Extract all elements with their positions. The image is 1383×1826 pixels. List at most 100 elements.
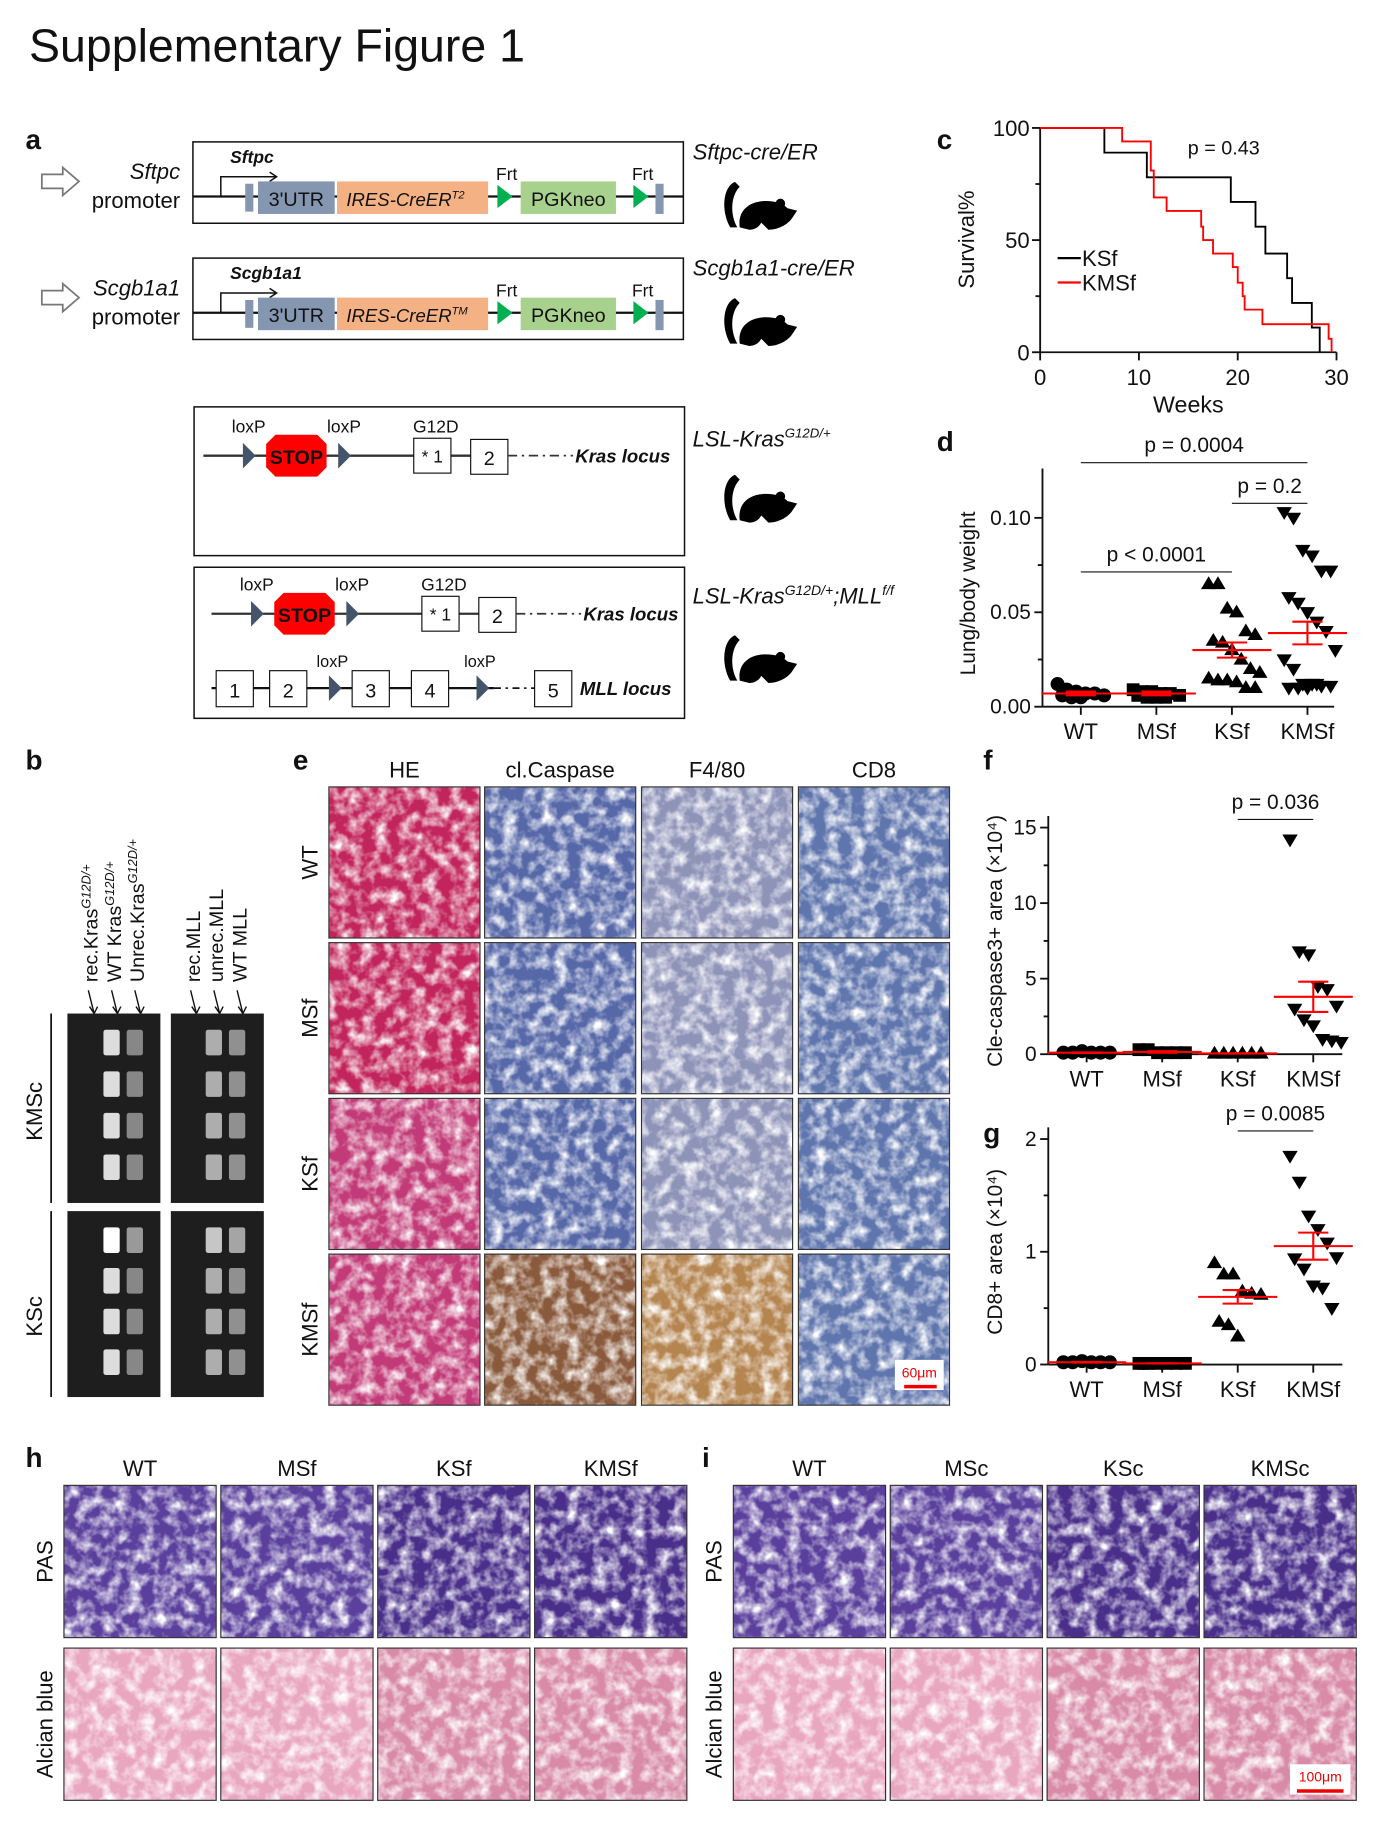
image-border [1046,1647,1200,1801]
y-axis-label: Lung/body weight [957,511,980,675]
pgkneo-block [520,297,616,331]
image-border [797,1097,951,1251]
construct-box [192,257,685,341]
gel-band [126,1154,143,1181]
tissue-texture [798,786,950,938]
text-superscript: TM [452,306,469,318]
exon-box [534,670,573,708]
gel-band [103,1071,120,1097]
frt-triangle-icon [497,301,513,325]
text-main: WT Kras [104,906,126,983]
exon-box [351,670,390,708]
utr-block [258,297,335,331]
panel-label: h [26,1442,43,1473]
panel-label: a [26,124,42,155]
loxp-triangle-icon [338,442,351,469]
image-border [220,1484,374,1639]
tissue-texture [377,1485,530,1638]
data-point [1247,680,1263,693]
tissue-texture [641,786,793,938]
y-axis-label: Cle-caspase3+ area (×10⁴) [984,815,1007,1067]
lane-label: rec.KrasG12D/+ [79,864,103,982]
data-point [1228,674,1245,688]
lane-arrow-icon [189,990,201,1015]
data-point [1097,688,1112,703]
utr-label: 3'UTR [269,189,324,211]
panel-f: f 0 5 10 15 Cle-caspase3+ area (×10⁴) WT MSf KS… [983,744,1353,1092]
exon-label: 4 [425,680,436,702]
data-point [1210,576,1226,590]
tissue-texture [328,1098,480,1250]
histology-image [63,1484,217,1639]
x-tick-label: 0 [1034,365,1046,390]
lane-arrow-icon [110,990,122,1015]
gel-band [205,1227,222,1253]
mouse-icon [724,635,798,684]
histology-image [328,1253,481,1406]
x-tick-label: KMSf [1286,1377,1341,1402]
data-point [1319,984,1335,997]
image-border [377,1647,531,1801]
image-border [377,1484,531,1639]
lane-label: WT KrasG12D/+ [102,861,126,982]
data-point [1285,663,1302,677]
x-tick-label: 30 [1324,365,1349,390]
gel-band [228,1029,246,1056]
data-point [1282,834,1298,848]
gel-band [103,1268,120,1294]
data-point [1304,550,1320,564]
column-header: cl.Caspase [506,758,615,783]
x-tick-label: KSf [1214,719,1250,744]
tissue-texture [377,1648,530,1801]
image-border [484,1097,637,1251]
histology-image [797,1097,951,1251]
tissue-texture [1204,1485,1357,1638]
histology-image [640,942,794,1095]
data-point [1285,512,1302,526]
exon-box [269,670,308,708]
loxp-triangle-icon [346,600,360,627]
exon-box [421,595,460,632]
loxp-label: loxP [464,653,496,671]
text-main: WT MLL [229,908,251,982]
histology-image [220,1647,374,1801]
panel-label: c [937,124,953,155]
panel-label: d [937,426,954,457]
data-point [1219,600,1235,614]
image-border [640,1253,794,1406]
gel-band [228,1308,246,1335]
x-tick-label: WT [1064,719,1098,744]
column-header: WT [792,1456,826,1481]
locus-label: MLL locus [580,678,672,699]
mouse-strain-label: Sftpc-cre/ER [693,139,818,164]
row-label: PAS [702,1540,727,1583]
mouse-icon [724,298,798,346]
text-superscript: f/f [882,582,896,598]
y-tick-label: 0.00 [990,696,1031,719]
exon-box [478,596,517,633]
text-superscript: G12D/+ [785,582,833,598]
tissue-texture [63,1648,217,1801]
column-header: KSc [1103,1456,1144,1481]
x-tick-label: KSf [1220,1377,1256,1402]
row-label: KMSf [297,1302,322,1357]
row-label: KSf [297,1155,322,1191]
panel-label: f [983,744,993,775]
text-main: rec.Kras [81,908,103,982]
text-main: unrec.MLL [206,889,228,982]
histology-image [534,1484,688,1639]
tissue-texture [484,786,636,938]
frt-triangle-icon [633,301,649,325]
image-border [534,1484,688,1639]
gel-band [103,1308,120,1335]
data-point [1333,1037,1349,1050]
data-point [1225,1266,1241,1280]
loxp-triangle-icon [251,600,264,627]
lane-arrow-icon [236,990,248,1015]
histology-grid: HE cl.Caspase F4/80 CD8 WT MSf KSf KMSf 60μm [297,758,951,1406]
promoter-gene: Sftpc [130,159,180,184]
data-point [1299,607,1316,620]
survival-curve-ksf [1040,127,1321,353]
